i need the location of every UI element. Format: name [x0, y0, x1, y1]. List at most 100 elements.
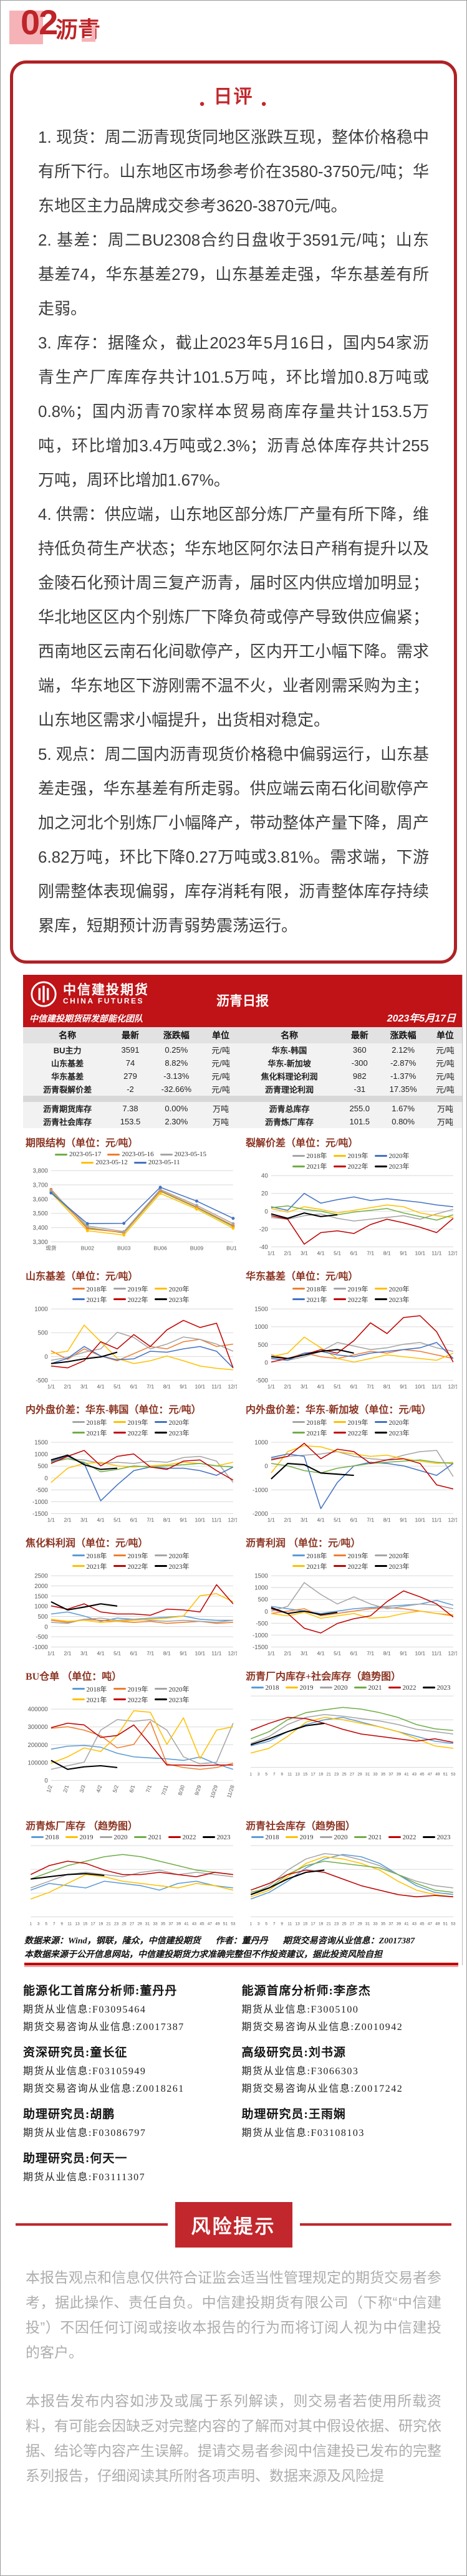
report-footer: 数据来源：Wind，钢联，隆众，中信建投期货 作者：董丹丹 期货交易咨询从业信息…: [23, 1933, 462, 1965]
analyst-credential: 期货交易咨询从业信息:Z0017387: [23, 2021, 185, 2033]
legend-swatch-icon: [374, 1288, 387, 1290]
table-cell: 279: [123, 1071, 137, 1081]
analyst-block: 能源化工首席分析师:董丹丹 期货从业信息:F03095464 期货交易咨询从业信息:…: [23, 1981, 236, 2033]
svg-text:27: 27: [130, 1922, 135, 1927]
table-cell: -2: [127, 1085, 134, 1094]
svg-text:23: 23: [334, 1922, 339, 1927]
svg-text:5/1: 5/1: [113, 1517, 121, 1523]
svg-text:45: 45: [420, 1772, 425, 1776]
analyst-credential: 期货交易咨询从业信息:Z0018261: [23, 2083, 185, 2094]
analyst-name: 助理研究员:何天一: [23, 2152, 128, 2165]
legend-swatch-icon: [72, 1298, 85, 1301]
svg-text:7/1: 7/1: [147, 1384, 154, 1390]
legend-swatch-icon: [333, 1298, 346, 1301]
svg-text:15: 15: [303, 1922, 308, 1927]
svg-text:-1500: -1500: [253, 1644, 268, 1651]
svg-text:10/1: 10/1: [195, 1384, 205, 1390]
svg-text:43: 43: [192, 1922, 197, 1927]
chart-plot: 1 3 5 7 9 11 13 15 17 19 21 23 25 27 29 31 33 35 37 39 41 43 4…: [249, 1845, 456, 1927]
svg-text:5/1: 5/1: [334, 1384, 341, 1390]
legend-swatch-icon: [292, 1165, 305, 1167]
legend-swatch-icon: [160, 1153, 173, 1156]
legend-item: 2020年: [374, 1417, 410, 1427]
legend-item: 2019年: [333, 1151, 368, 1161]
chart-legend: 2018年 2019年 2020年 2021年 2022年 2023年: [24, 1551, 237, 1571]
analyst-credential: 期货从业信息:F3066303: [241, 2066, 359, 2077]
analyst-name: 能源首席分析师:李彦杰: [241, 1984, 371, 1998]
legend-swatch-icon: [292, 1554, 305, 1557]
svg-text:0: 0: [264, 1463, 268, 1470]
svg-text:13: 13: [75, 1922, 80, 1927]
legend-item: 2020年: [374, 1151, 410, 1161]
svg-text:10/29: 10/29: [209, 1784, 219, 1799]
svg-text:33: 33: [153, 1922, 158, 1927]
svg-text:1/1: 1/1: [47, 1384, 55, 1390]
svg-text:2000: 2000: [34, 1583, 48, 1590]
svg-text:4/1: 4/1: [317, 1650, 325, 1656]
table-cell: 2.30%: [165, 1117, 188, 1126]
svg-text:11: 11: [67, 1922, 72, 1927]
svg-text:47: 47: [428, 1772, 433, 1776]
chart-legend: 2018 2019 2020 2021 2022 2023: [244, 1684, 457, 1692]
svg-text:9/1: 9/1: [180, 1650, 187, 1656]
svg-text:7: 7: [273, 1772, 276, 1776]
svg-text:27: 27: [350, 1772, 355, 1776]
legend-item: 2019年: [113, 1551, 148, 1561]
red-divider: [24, 1962, 458, 1965]
legend-item: 2021年: [292, 1161, 327, 1171]
table-row: 山东基差 74 8.82% 元/吨 华东-新加坡 -300 -2.87% 元/吨: [23, 1056, 462, 1070]
svg-text:27: 27: [350, 1922, 355, 1927]
svg-text:8/1: 8/1: [163, 1517, 171, 1523]
svg-text:5/1: 5/1: [334, 1650, 341, 1656]
legend-item: 2022年: [113, 1561, 148, 1571]
svg-text:7: 7: [273, 1922, 276, 1927]
chart-plot: 40 20 0 -20 -401/1 2/1 3/1 4/1 5/1 6/1 7/1 8/1 9/1 10…: [259, 1173, 457, 1257]
pink-square-decoration: [9, 11, 43, 44]
legend-item: 2021年: [292, 1295, 327, 1305]
table-cell: 元/吨: [436, 1059, 455, 1068]
author-license: 期货交易咨询从业信息：Z0017387: [282, 1936, 415, 1946]
analyst-name: 助理研究员:王雨娴: [241, 2107, 346, 2121]
report-header: 中信建投期货 CHINA FUTURES 沥青日报 中信建投期货研发部能化团队 …: [23, 975, 462, 1027]
svg-text:47: 47: [208, 1922, 213, 1927]
legend-swatch-icon: [154, 1432, 167, 1434]
svg-text:41: 41: [404, 1922, 409, 1927]
svg-text:7/1: 7/1: [367, 1384, 374, 1390]
svg-text:9/29: 9/29: [193, 1784, 203, 1796]
svg-text:29: 29: [137, 1922, 142, 1927]
svg-text:21: 21: [326, 1922, 331, 1927]
svg-text:5/1: 5/1: [113, 1384, 121, 1390]
review-paragraph: 3. 库存：据隆众，截止2023年5月16日，国内54家沥青生产厂库库存共计10…: [38, 333, 429, 489]
svg-text:1/1: 1/1: [267, 1517, 275, 1523]
table-cell: 0.25%: [165, 1045, 188, 1055]
svg-text:19: 19: [319, 1772, 324, 1776]
analyst-credential: 期货从业信息:F3005100: [241, 2004, 359, 2015]
table-cell: 元/吨: [211, 1059, 230, 1068]
legend-swatch-icon: [292, 1421, 305, 1424]
svg-text:2/1: 2/1: [284, 1384, 291, 1390]
chart-panel: 裂解价差（单位：元/吨） 2018年 2019年 2020年 2021年 2022年 202…: [244, 1133, 457, 1263]
legend-item: 2019年: [333, 1284, 368, 1294]
svg-text:40: 40: [261, 1173, 268, 1180]
legend-item: 2020年: [154, 1284, 190, 1294]
svg-text:1000: 1000: [34, 1603, 48, 1610]
svg-text:BU12: BU12: [226, 1245, 237, 1252]
chart-plot: 400000 300000 200000 100000 01/2 2/1 3/3 4/2 5/2…: [27, 1706, 235, 1799]
chart-title: 内外盘价差：华东-新加坡（单位：元/吨）: [246, 1404, 431, 1415]
svg-text:1: 1: [29, 1922, 32, 1927]
table-cell: -31: [354, 1085, 366, 1094]
svg-text:11: 11: [287, 1922, 292, 1927]
chart-plot: 1 3 5 7 9 11 13 15 17 19 21 23 25 27 29 31 33 35 37 39 41 43 4…: [249, 1695, 456, 1776]
svg-text:49: 49: [435, 1772, 440, 1776]
legend-item: 2019年: [113, 1417, 148, 1427]
svg-text:0: 0: [44, 1777, 48, 1784]
table-cell: 17.35%: [389, 1085, 417, 1094]
svg-text:7/1: 7/1: [367, 1517, 374, 1523]
table-cell: 982: [352, 1071, 367, 1081]
report-team: 中信建投期货研发部能化团队: [29, 1015, 143, 1024]
svg-text:35: 35: [381, 1922, 386, 1927]
svg-text:11/1: 11/1: [431, 1517, 441, 1523]
svg-text:-1000: -1000: [253, 1632, 268, 1639]
svg-text:1000: 1000: [34, 1451, 48, 1458]
